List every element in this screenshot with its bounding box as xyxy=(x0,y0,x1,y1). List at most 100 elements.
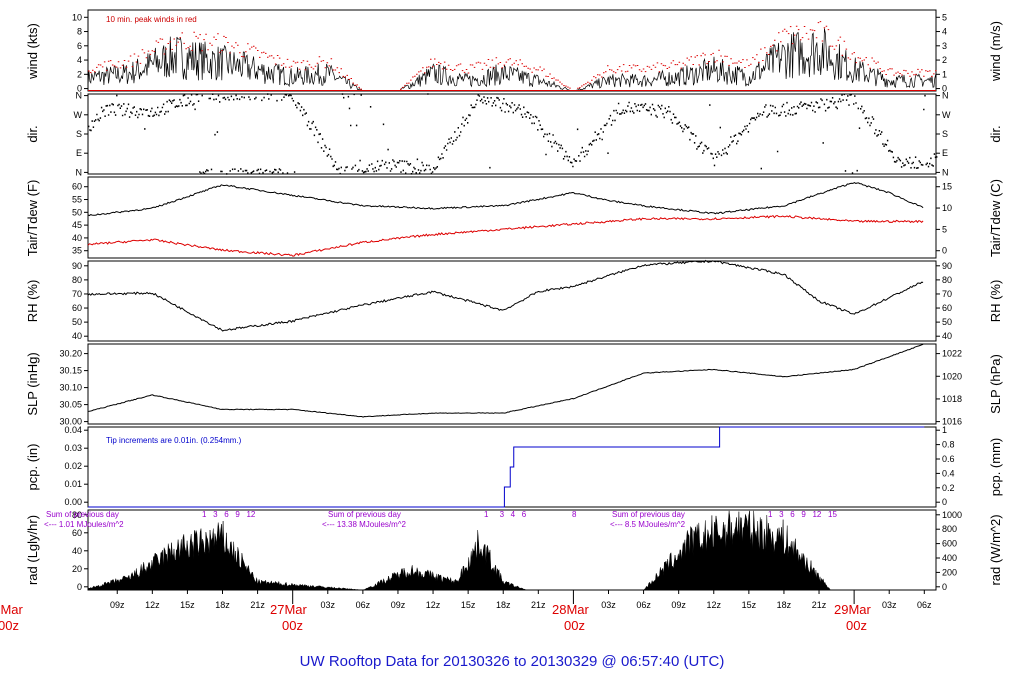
ytick-label: 0 xyxy=(77,582,82,592)
rad-ylabel-left: rad (Lgly/hr) xyxy=(25,515,40,585)
x-tick-label: 12z xyxy=(426,600,441,610)
hour-label-26mar: 00z xyxy=(0,618,19,633)
ytick-label: 1022 xyxy=(942,349,962,359)
hour-label-28mar: 00z xyxy=(564,618,585,633)
x-tick-label: 03z xyxy=(321,600,336,610)
x-tick-label: 09z xyxy=(671,600,686,610)
temp-ylabel-right: Tair/Tdew (C) xyxy=(988,179,1003,257)
ytick-label: 60 xyxy=(72,528,82,538)
ytick-label: 6 xyxy=(77,41,82,51)
ytick-label: N xyxy=(942,167,949,177)
dir-ylabel-left: dir. xyxy=(25,125,40,142)
rad-summary-2-hours: 1 3 4 6 xyxy=(484,510,527,519)
x-tick-label: 21z xyxy=(812,600,827,610)
x-tick-label: 18z xyxy=(777,600,792,610)
ytick-label: 1000 xyxy=(942,510,962,520)
x-tick-label: 06z xyxy=(356,600,371,610)
ytick-label: 0.4 xyxy=(942,468,955,478)
ytick-label: 40 xyxy=(72,331,82,341)
rad-summary-3-label: Sum of previous day xyxy=(612,510,685,519)
wind-ylabel-left: wind (kts) xyxy=(25,23,40,80)
ytick-label: 0.2 xyxy=(942,483,955,493)
ytick-label: 200 xyxy=(942,567,957,577)
ytick-label: 0.04 xyxy=(64,425,82,435)
x-tick-label: 21z xyxy=(250,600,265,610)
ytick-label: 3 xyxy=(942,41,947,51)
x-axis: 09z 12z 15z 18z 21z 03z 06z 09z 12z 15z 18z 21z 03z 0… xyxy=(110,590,932,610)
ytick-label: 4 xyxy=(77,55,82,65)
ytick-label: 2 xyxy=(942,55,947,65)
x-tick-label: 15z xyxy=(180,600,195,610)
pcp-annotation: Tip increments are 0.01in. (0.254mm.) xyxy=(106,436,242,445)
ytick-label: N xyxy=(76,91,83,101)
temperature-series xyxy=(87,182,924,257)
ytick-label: E xyxy=(942,148,948,158)
ytick-label: 0.01 xyxy=(64,479,82,489)
x-tick-label: 09z xyxy=(110,600,125,610)
rh-line xyxy=(87,259,924,332)
x-tick-label: 12z xyxy=(707,600,722,610)
ytick-label: 0.03 xyxy=(64,443,82,453)
ytick-label: 1 xyxy=(942,69,947,79)
ytick-label: 400 xyxy=(942,553,957,563)
radiation-fill xyxy=(87,510,936,591)
day-label-27mar: 27Mar xyxy=(270,602,308,617)
wind-speed-line xyxy=(87,28,937,92)
ytick-label: 50 xyxy=(942,317,952,327)
tdew-line xyxy=(87,214,924,257)
ytick-label: 10 xyxy=(942,203,952,213)
ytick-label: 0.00 xyxy=(64,497,82,507)
ytick-label: 40 xyxy=(72,546,82,556)
day-label-26mar: 26Mar xyxy=(0,602,24,617)
ytick-label: 1016 xyxy=(942,417,962,427)
ytick-label: 0 xyxy=(942,497,947,507)
pcp-step-line xyxy=(88,426,925,508)
chart-title: UW Rooftop Data for 20130326 to 20130329… xyxy=(300,653,725,670)
ytick-label: 0 xyxy=(77,84,82,94)
x-tick-label: 03z xyxy=(882,600,897,610)
rad-summary-1-value: <--- 1.01 MJoules/m^2 xyxy=(44,520,124,529)
ytick-label: 2 xyxy=(77,69,82,79)
ytick-label: 80 xyxy=(942,275,952,285)
ytick-label: 70 xyxy=(72,289,82,299)
radiation-area xyxy=(87,510,936,591)
ytick-label: 60 xyxy=(72,303,82,313)
ytick-label: 1020 xyxy=(942,371,962,381)
slp-ylabel-left: SLP (inHg) xyxy=(25,352,40,415)
ytick-label: N xyxy=(76,167,83,177)
axis-ticks: 0246810012345NESWNNESWN35404550556005101… xyxy=(59,12,962,592)
x-tick-label: 09z xyxy=(391,600,406,610)
ytick-label: 8 xyxy=(77,27,82,37)
ytick-label: S xyxy=(942,129,948,139)
pcp-ylabel-right: pcp. (mm) xyxy=(988,438,1003,497)
ytick-label: 50 xyxy=(72,207,82,217)
ytick-label: 40 xyxy=(942,331,952,341)
wind-peak-marks xyxy=(88,21,937,90)
ytick-label: 0.02 xyxy=(64,461,82,471)
ytick-label: 800 xyxy=(942,524,957,534)
ytick-label: 5 xyxy=(942,12,947,22)
pcp-panel-frame xyxy=(87,426,937,508)
ytick-label: 45 xyxy=(72,220,82,230)
hour-label-27mar: 00z xyxy=(282,618,303,633)
x-tick-label: 12z xyxy=(145,600,160,610)
temp-panel-frame xyxy=(87,176,937,259)
ytick-label: 0 xyxy=(942,84,947,94)
dir-ylabel-right: dir. xyxy=(988,125,1003,142)
x-tick-label: 15z xyxy=(742,600,757,610)
ytick-label: 60 xyxy=(942,303,952,313)
rad-summary-2-value: <--- 13.38 MJoules/m^2 xyxy=(322,520,407,529)
rh-ylabel-left: RH (%) xyxy=(25,280,40,323)
slp-series xyxy=(87,343,924,418)
ytick-label: 30.00 xyxy=(59,417,82,427)
x-tick-label: 21z xyxy=(531,600,546,610)
wind-panel-frame xyxy=(87,9,937,92)
slp-line xyxy=(87,343,924,418)
hour-label-29mar: 00z xyxy=(846,618,867,633)
pcp-ylabel-left: pcp. (in) xyxy=(25,444,40,491)
ytick-label: 0 xyxy=(942,582,947,592)
ytick-label: 60 xyxy=(72,182,82,192)
ytick-label: 30.20 xyxy=(59,349,82,359)
ytick-label: 80 xyxy=(72,510,82,520)
ytick-label: 70 xyxy=(942,289,952,299)
